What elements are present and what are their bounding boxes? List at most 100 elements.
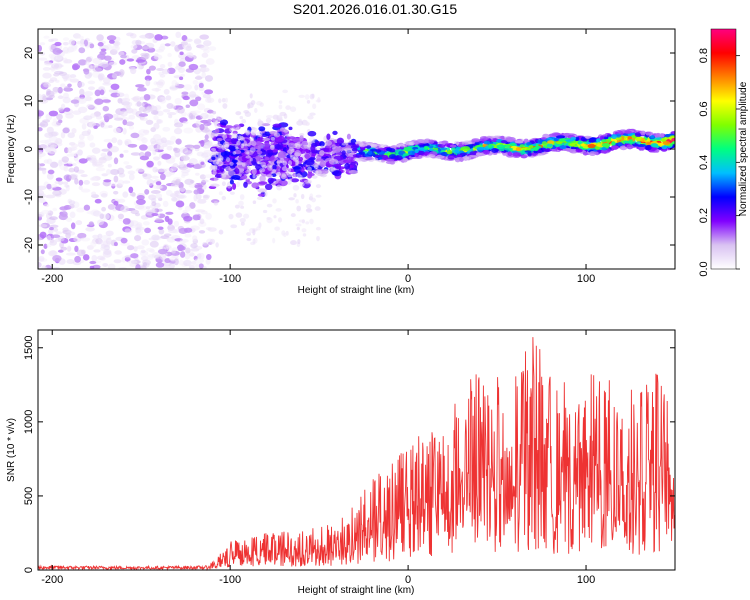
spectrogram-cell [179, 161, 184, 166]
spectrogram-cell [83, 204, 91, 211]
spectrogram-cell [311, 93, 315, 99]
spectrogram-cell [457, 143, 464, 148]
spectrogram-cell [155, 262, 165, 268]
spectrogram-cell [192, 235, 198, 242]
spectrogram-cell [198, 230, 206, 234]
spectrogram-cell [123, 161, 130, 165]
spectrogram-cell [126, 108, 134, 114]
spectrogram-cell [319, 160, 326, 168]
spectrogram-cell [151, 212, 159, 217]
spectrogram-cell [180, 155, 190, 161]
spectrogram-cell [103, 179, 112, 183]
spectrogram-cell [146, 43, 155, 48]
spectrogram-cell [62, 227, 69, 232]
spectrogram-cell [220, 173, 227, 178]
spectrogram-cell [82, 254, 90, 261]
snr-y-ticks: 0 500 1000 1500 [23, 336, 675, 573]
spectrogram-cell [350, 145, 360, 149]
spectrogram-cell [97, 42, 104, 47]
spectrogram-cell [78, 134, 85, 140]
spectrogram-cell [159, 64, 166, 69]
spectrogram-cell [267, 164, 273, 171]
spectrogram-cell [209, 183, 220, 188]
spectrogram-cell [117, 213, 124, 220]
spectrogram-cell [587, 143, 596, 149]
colorbar-tick-label: 0.4 [698, 155, 710, 170]
spectrogram-cell [45, 194, 56, 199]
spectrogram-cell [252, 238, 256, 244]
spectrogram-cell [146, 68, 151, 75]
spectrogram-cell [310, 145, 316, 153]
spectrogram-cell [117, 167, 125, 175]
spectrogram-cell [515, 147, 522, 152]
spectrogram-cell [142, 262, 148, 267]
spectrogram-cell [198, 86, 205, 92]
spectrogram-cell [157, 226, 164, 230]
spectrogram-cell [350, 161, 356, 166]
spectrogram-cell [185, 52, 194, 58]
spectrogram-cell [249, 137, 255, 142]
spectrogram-cell [548, 133, 558, 138]
spectrogram-cell [250, 100, 256, 106]
spectrogram-cell [595, 146, 600, 150]
spectrogram-cell [49, 250, 57, 256]
spectrogram-cell [95, 164, 105, 168]
spectrogram-cell [101, 173, 108, 177]
spectrogram-cell [483, 140, 491, 145]
spectrogram-cell [111, 44, 120, 52]
spectrogram-cell [93, 125, 98, 129]
spectrogram-cell [78, 179, 84, 186]
spectrogram-cell [159, 173, 166, 181]
spectrogram-cell [257, 193, 265, 197]
spectrogram-cell [91, 254, 98, 262]
spectrogram-cell [46, 148, 52, 154]
spectrogram-cell [181, 91, 189, 95]
spectrogram-cell [42, 72, 52, 79]
spectrogram-cell [62, 57, 68, 64]
spectrogram-cell [87, 63, 93, 71]
spectrogram-cell [52, 47, 62, 55]
spectrogram-cell [229, 161, 234, 166]
spectrogram-cell [277, 153, 286, 160]
spectrogram-cell [70, 152, 77, 157]
spectrogram-cell [120, 110, 128, 117]
spectrogram-cell [307, 166, 312, 172]
spectrogram-cell [134, 234, 142, 242]
spectrogram-cell [144, 189, 150, 195]
spectrogram-cell [196, 151, 205, 157]
spectrogram-cell [166, 145, 173, 151]
spectrogram-cell [91, 147, 101, 154]
spectrogram-cell [239, 194, 245, 200]
spectrogram-cell [39, 51, 46, 56]
spectrogram-cell [131, 49, 138, 54]
spectrogram-cell [89, 260, 97, 265]
spectrogram-cell [428, 148, 434, 151]
spectrogram-cell [266, 217, 273, 224]
spectrogram-cell [200, 161, 205, 166]
spectrogram-cell [193, 144, 201, 149]
spectrogram-cell [173, 122, 184, 128]
spectrogram-cell [249, 93, 253, 99]
spectrogram-cell [273, 132, 281, 138]
spectrogram-cell [353, 157, 360, 162]
spectrogram-cell [167, 218, 173, 225]
spectrogram-cell [120, 205, 130, 213]
spectrogram-cell [68, 200, 76, 205]
spectrogram-cell [261, 164, 268, 169]
spectrogram-cell [181, 169, 190, 174]
spectrogram-cell [258, 168, 266, 173]
spectrogram-cell [119, 59, 126, 65]
spectrogram-y-label: Frequency (Hz) [6, 115, 17, 184]
spectrogram-cell [146, 256, 154, 260]
spectrogram-cell [290, 213, 296, 218]
spectrogram-cell [236, 160, 243, 166]
spectrogram-cell [188, 63, 199, 71]
spectrogram-cell [39, 231, 47, 239]
spectrogram-cell [243, 181, 248, 188]
spectrogram-cell [210, 132, 215, 139]
spectrogram-cell [179, 238, 189, 243]
spectrogram-cell [60, 103, 66, 110]
spectrogram-cell [204, 174, 214, 179]
spectrogram-cell [503, 144, 511, 148]
spectrogram-cell [188, 158, 198, 166]
